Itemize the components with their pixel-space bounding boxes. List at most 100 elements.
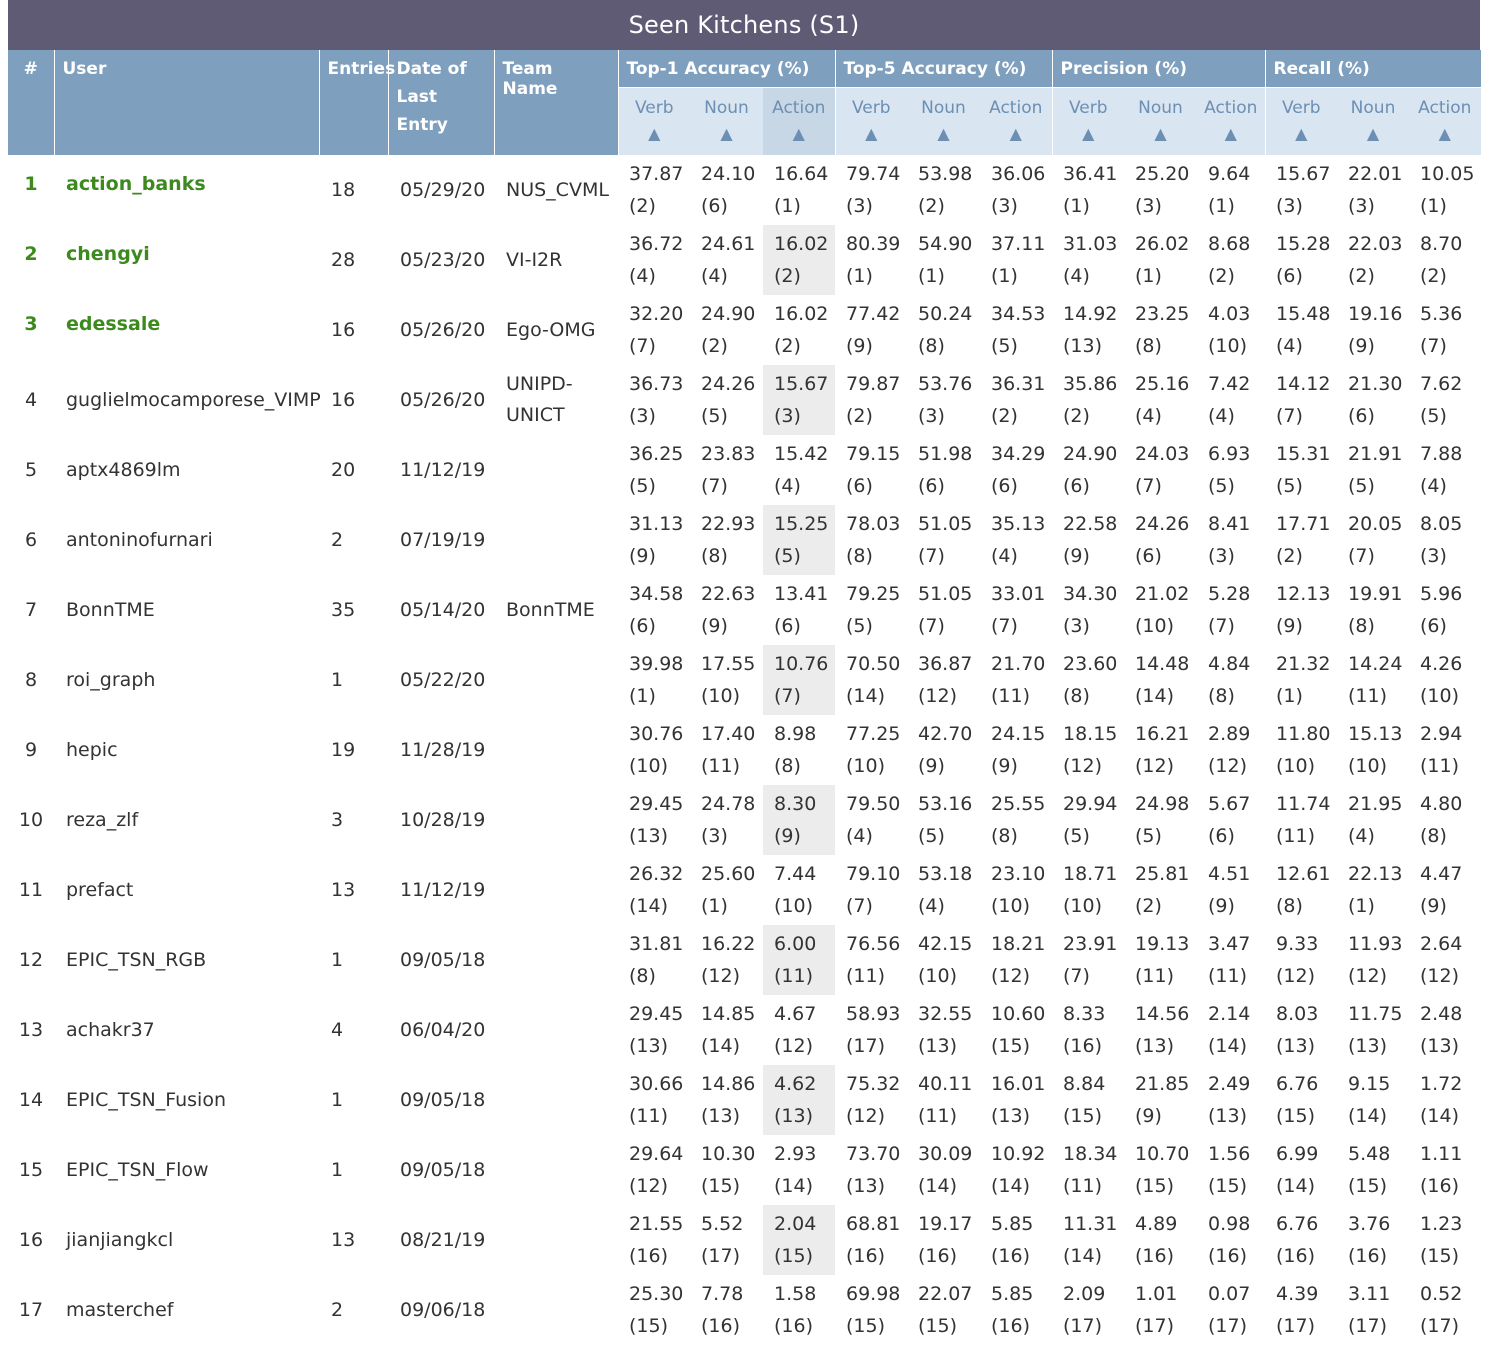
team-cell <box>494 435 618 505</box>
metric-cell: 14.24 (11) <box>1337 645 1409 715</box>
metric-value: 75.32 <box>846 1073 901 1095</box>
metric-cell: 12.61 (8) <box>1265 855 1337 925</box>
user-link[interactable]: prefact <box>66 879 134 901</box>
col-recall-action-header[interactable]: Action ▲ <box>1409 87 1482 155</box>
col-precision-noun-header[interactable]: Noun ▲ <box>1124 87 1197 155</box>
table-row: 9 hepic 19 11/28/19 30.76 (10) 17.40 (11) 8.98 (8… <box>8 715 1481 785</box>
metric-value: 11.93 <box>1348 933 1403 955</box>
metric-rank: (12) <box>1420 965 1460 987</box>
sort-arrow-icon[interactable]: ▲ <box>1366 123 1380 143</box>
metric-rank: (2) <box>1208 265 1235 287</box>
metric-cell: 19.91 (8) <box>1337 575 1409 645</box>
user-link[interactable]: BonnTME <box>66 599 155 621</box>
metric-rank: (9) <box>1348 335 1375 357</box>
metric-rank: (11) <box>1208 965 1248 987</box>
rank-cell: 5 <box>24 459 38 481</box>
metric-rank: (10) <box>629 755 669 777</box>
sort-arrow-icon[interactable]: ▲ <box>1438 123 1451 143</box>
col-top1-verb-header[interactable]: Verb ▲ <box>618 87 690 155</box>
metric-cell: 34.58 (6) <box>618 575 690 645</box>
sort-arrow-icon[interactable]: ▲ <box>1154 123 1167 143</box>
user-link[interactable]: roi_graph <box>66 669 156 691</box>
metric-value: 7.42 <box>1208 373 1251 395</box>
metric-cell: 42.70 (9) <box>907 715 980 785</box>
metric-rank: (1) <box>1063 195 1090 217</box>
sort-arrow-icon[interactable]: ▲ <box>865 123 878 143</box>
metric-value: 10.60 <box>991 1003 1046 1025</box>
user-link[interactable]: guglielmocamporese_VIMP <box>66 389 321 411</box>
metric-rank: (10) <box>991 895 1031 917</box>
col-recall-noun-header[interactable]: Noun ▲ <box>1337 87 1410 155</box>
user-link[interactable]: jianjiangkcl <box>66 1229 174 1251</box>
user-link[interactable]: reza_zlf <box>66 809 139 831</box>
metric-value: 34.29 <box>991 443 1046 465</box>
entries-cell: 28 <box>331 249 356 271</box>
rank-cell: 1 <box>24 173 38 195</box>
metric-value: 22.93 <box>701 513 756 535</box>
col-precision-verb-header[interactable]: Verb ▲ <box>1052 87 1124 155</box>
metric-rank: (13) <box>1348 1035 1388 1057</box>
metric-cell: 22.13 (1) <box>1337 855 1409 925</box>
metric-cell: 15.13 (10) <box>1337 715 1409 785</box>
col-top5-verb-header[interactable]: Verb ▲ <box>835 87 907 155</box>
sort-arrow-icon[interactable]: ▲ <box>648 123 661 143</box>
sort-arrow-icon[interactable]: ▲ <box>1295 123 1308 143</box>
rank-cell: 7 <box>24 599 38 621</box>
col-top1-action-header[interactable]: Action ▲ <box>763 87 836 155</box>
metric-cell: 8.05 (3) <box>1409 505 1481 575</box>
metric-cell: 4.80 (8) <box>1409 785 1481 855</box>
sort-arrow-icon[interactable]: ▲ <box>720 123 733 143</box>
sort-arrow-icon[interactable]: ▲ <box>1009 123 1022 143</box>
sort-arrow-icon[interactable]: ▲ <box>937 123 950 143</box>
col-date-header[interactable]: Date of Last Entry <box>388 50 495 155</box>
user-link[interactable]: EPIC_TSN_Flow <box>66 1159 209 1181</box>
col-entries-header[interactable]: Entries <box>319 50 395 155</box>
team-cell <box>494 1135 618 1205</box>
team-cell <box>494 645 618 715</box>
user-link[interactable]: hepic <box>66 739 118 761</box>
user-link[interactable]: edessale <box>66 313 161 335</box>
sort-arrow-icon[interactable]: ▲ <box>1224 123 1237 143</box>
date-cell: 09/05/18 <box>400 1159 486 1181</box>
metric-value: 18.71 <box>1063 863 1118 885</box>
col-top1-noun-header[interactable]: Noun ▲ <box>690 87 763 155</box>
metric-rank: (3) <box>1135 195 1162 217</box>
metric-rank: (15) <box>1063 1105 1103 1127</box>
user-link[interactable]: aptx4869lm <box>66 459 181 481</box>
metric-rank: (7) <box>701 475 728 497</box>
metric-cell: 21.70 (11) <box>980 645 1052 715</box>
metric-value: 22.03 <box>1348 233 1403 255</box>
sub-header-label: Action <box>772 97 826 118</box>
user-link[interactable]: masterchef <box>66 1299 174 1321</box>
metric-value: 17.40 <box>701 723 756 745</box>
user-link[interactable]: EPIC_TSN_RGB <box>66 949 207 971</box>
user-link[interactable]: achakr37 <box>66 1019 155 1041</box>
col-precision-action-header[interactable]: Action ▲ <box>1197 87 1266 155</box>
metric-value: 4.51 <box>1208 863 1251 885</box>
metric-cell: 13.41 (6) <box>763 575 835 645</box>
user-link[interactable]: antoninofurnari <box>66 529 213 551</box>
col-team-header[interactable]: Team Name <box>494 50 619 155</box>
metric-rank: (11) <box>918 1105 958 1127</box>
entries-cell: 13 <box>331 1229 356 1251</box>
user-link[interactable]: EPIC_TSN_Fusion <box>66 1089 226 1111</box>
metric-cell: 7.78 (16) <box>690 1275 763 1345</box>
user-link[interactable]: action_banks <box>66 173 206 195</box>
metric-value: 16.01 <box>991 1073 1046 1095</box>
col-top5-action-header[interactable]: Action ▲ <box>980 87 1053 155</box>
col-user-header[interactable]: User <box>54 50 320 155</box>
metric-rank: (2) <box>1276 545 1303 567</box>
metric-rank: (14) <box>1135 685 1175 707</box>
sort-arrow-icon[interactable]: ▲ <box>1082 123 1095 143</box>
user-link[interactable]: chengyi <box>66 243 150 265</box>
metric-value: 17.71 <box>1276 513 1331 535</box>
metric-rank: (5) <box>1208 475 1235 497</box>
metric-rank: (13) <box>1063 335 1103 357</box>
table-header: # User Entries Date of Last Entry Team N… <box>8 50 1482 155</box>
sort-arrow-icon[interactable]: ▲ <box>792 123 805 143</box>
metric-cell: 4.39 (17) <box>1265 1275 1337 1345</box>
col-top5-noun-header[interactable]: Noun ▲ <box>907 87 980 155</box>
col-recall-verb-header[interactable]: Verb ▲ <box>1265 87 1338 155</box>
metric-cell: 36.06 (3) <box>980 155 1052 225</box>
col-rank-header[interactable]: # <box>8 50 55 155</box>
